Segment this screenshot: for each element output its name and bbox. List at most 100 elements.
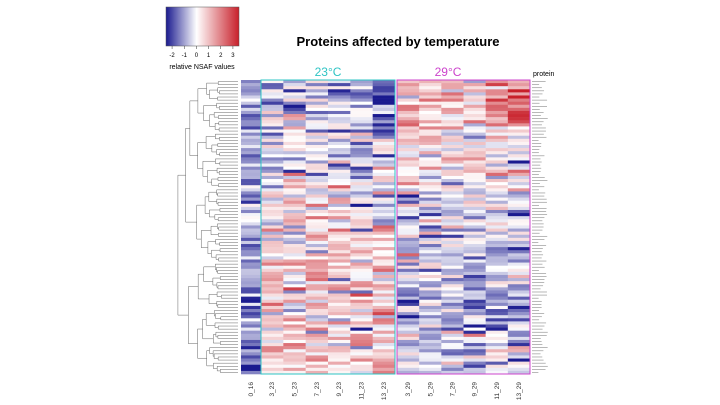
heatmap-cell xyxy=(419,92,442,96)
heatmap-cell xyxy=(485,98,509,102)
heatmap-cell xyxy=(261,141,284,146)
heatmap-cell xyxy=(372,318,396,322)
heatmap-cell xyxy=(441,206,464,211)
heatmap-cell xyxy=(507,98,531,102)
heatmap-cell xyxy=(485,132,509,137)
heatmap-cell xyxy=(372,262,396,266)
heatmap-cell xyxy=(328,92,351,96)
heatmap-cell xyxy=(507,92,531,96)
heatmap-cell xyxy=(305,370,329,375)
heatmap-cell xyxy=(241,172,262,177)
heatmap-cell xyxy=(372,250,396,254)
heatmap-cell xyxy=(261,209,284,214)
heatmap-cell xyxy=(261,188,284,192)
heatmap-cell xyxy=(397,98,420,102)
heatmap-cell xyxy=(485,141,509,146)
heatmap-cell xyxy=(441,265,464,270)
heatmap-cell xyxy=(283,160,306,164)
heatmap-cell xyxy=(485,247,509,251)
heatmap-cell xyxy=(397,244,420,248)
heatmap-cell xyxy=(441,370,464,375)
heatmap-cell xyxy=(241,330,262,335)
heatmap-cell xyxy=(350,225,373,229)
heatmap-cell xyxy=(328,166,351,171)
heatmap-cell xyxy=(305,318,329,322)
heatmap-cell xyxy=(441,148,464,152)
dendrogram-branch xyxy=(219,90,238,95)
heatmap-cell xyxy=(507,219,531,223)
heatmap-cell xyxy=(241,265,262,270)
dendrogram-branch xyxy=(215,133,238,140)
heatmap-cell xyxy=(372,194,396,198)
heatmap-cell xyxy=(397,296,420,301)
heatmap-cell xyxy=(507,234,531,239)
heatmap-cell xyxy=(441,169,464,174)
heatmap-cell xyxy=(372,281,396,285)
dendrogram-branch xyxy=(211,249,221,258)
heatmap-cell xyxy=(485,290,509,294)
heatmap-cell xyxy=(283,346,306,350)
heatmap-cell xyxy=(441,339,464,344)
heatmap-cell xyxy=(397,117,420,121)
heatmap-cell xyxy=(419,247,442,251)
heatmap-cell xyxy=(485,361,509,366)
heatmap-cell xyxy=(463,98,486,102)
heatmap-cell xyxy=(350,101,373,106)
heatmap-cell xyxy=(241,157,262,161)
heatmap-cell xyxy=(372,191,396,195)
heatmap-cell xyxy=(507,86,531,90)
heatmap-cell xyxy=(463,144,486,149)
heatmap-cell xyxy=(463,216,486,220)
heatmap-cell xyxy=(463,352,486,356)
heatmap-cell xyxy=(397,203,420,208)
heatmap-cell xyxy=(507,129,531,133)
heatmap-cell xyxy=(463,175,486,180)
heatmap-cell xyxy=(397,169,420,174)
heatmap-cell xyxy=(463,104,486,109)
heatmap-cell xyxy=(261,95,284,99)
heatmap-cell xyxy=(241,237,262,242)
heatmap-cell xyxy=(397,206,420,211)
heatmap-cell xyxy=(419,126,442,130)
heatmap-cell xyxy=(350,132,373,137)
heatmap-cell xyxy=(283,203,306,208)
heatmap-cell xyxy=(283,95,306,99)
heatmap-cell xyxy=(441,330,464,335)
heatmap-cell xyxy=(507,123,531,127)
heatmap-cell xyxy=(305,346,329,350)
heatmap-cell xyxy=(328,182,351,186)
heatmap-cell xyxy=(397,355,420,359)
heatmap-cell xyxy=(305,237,329,242)
heatmap-cell xyxy=(241,284,262,288)
heatmap-cell xyxy=(241,188,262,192)
heatmap-cell xyxy=(328,237,351,242)
heatmap-cell xyxy=(261,83,284,87)
legend-color-bar xyxy=(165,6,240,47)
heatmap-cell xyxy=(485,367,509,372)
heatmap-cell xyxy=(485,271,509,276)
heatmap-cell xyxy=(328,305,351,310)
heatmap-cell xyxy=(350,296,373,301)
heatmap-cell xyxy=(261,225,284,229)
heatmap-cell xyxy=(283,293,306,297)
heatmap-cell xyxy=(305,86,329,90)
heatmap-cell xyxy=(283,209,306,214)
heatmap-cell xyxy=(507,271,531,276)
heatmap-cell xyxy=(350,83,373,87)
heatmap-cell xyxy=(485,355,509,359)
heatmap-cell xyxy=(485,336,509,341)
dendrogram-branch xyxy=(219,137,238,141)
heatmap-cell xyxy=(397,312,420,316)
dendrogram-branch xyxy=(216,366,238,372)
heatmap-cell xyxy=(441,157,464,161)
heatmap-cell xyxy=(283,287,306,291)
dendrogram-branch xyxy=(216,149,238,155)
heatmap-cell xyxy=(463,361,486,366)
dendrogram-branch xyxy=(197,88,207,114)
heatmap-cell xyxy=(328,299,351,304)
heatmap-cell xyxy=(485,203,509,208)
dendrogram-branch xyxy=(216,266,238,273)
heatmap-cell xyxy=(419,287,442,291)
heatmap-cell xyxy=(328,206,351,211)
heatmap-cell xyxy=(328,250,351,254)
